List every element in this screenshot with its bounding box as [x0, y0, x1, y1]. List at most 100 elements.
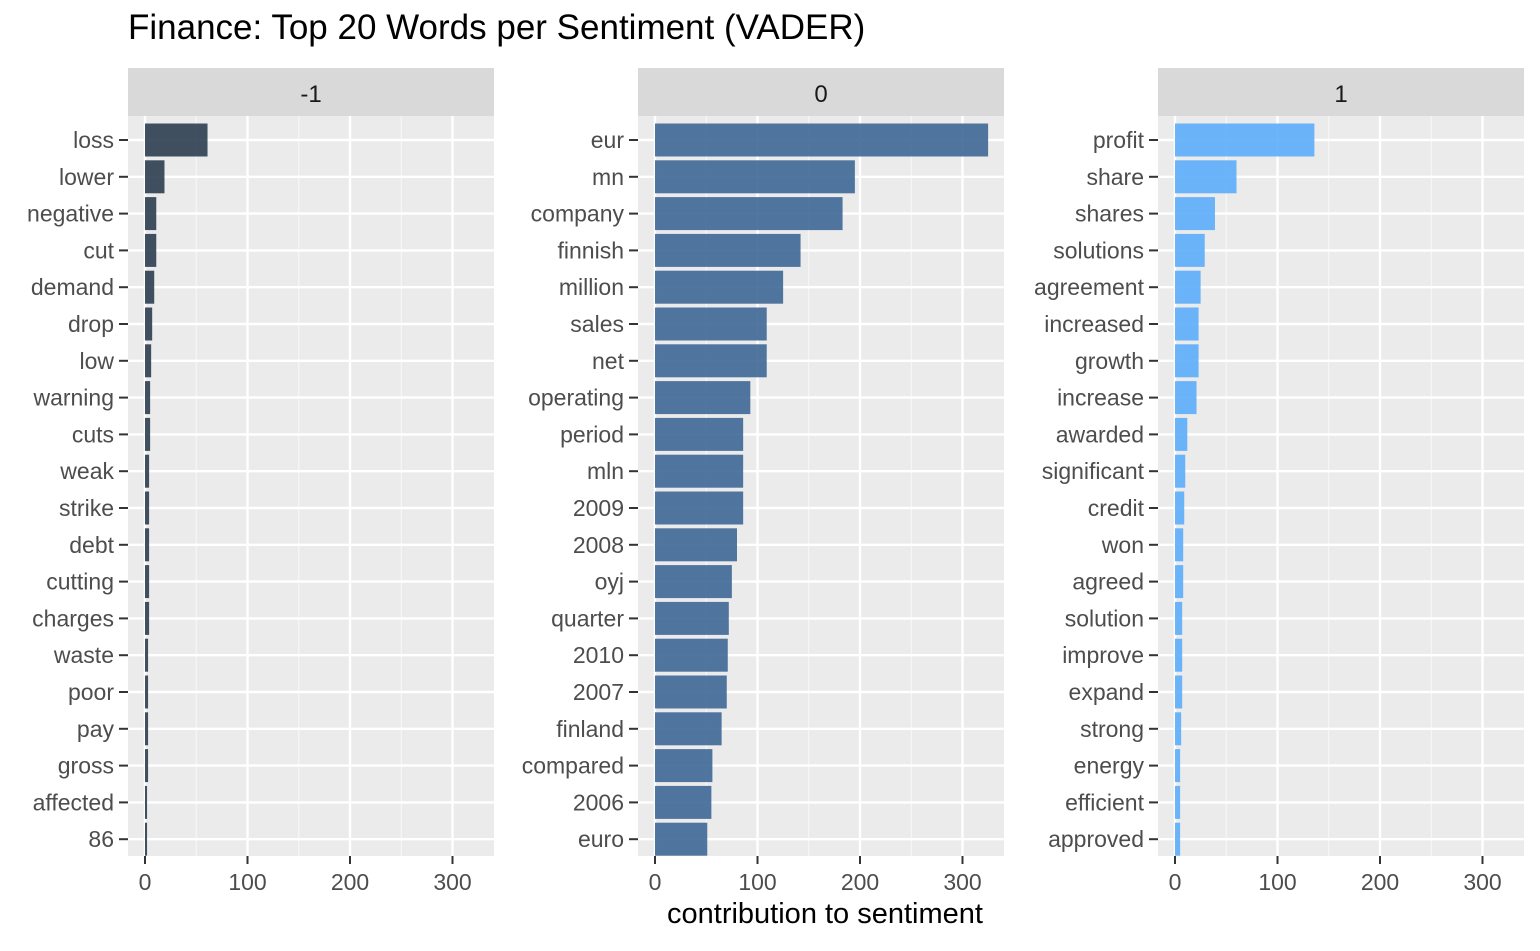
x-tick-label: 100 — [738, 869, 776, 895]
category-label: agreement — [1034, 274, 1145, 300]
category-label: share — [1086, 164, 1144, 190]
bar — [655, 675, 727, 709]
bar — [1175, 454, 1186, 488]
bar — [1175, 491, 1185, 525]
x-tick-label: 200 — [1361, 869, 1399, 895]
bar — [1175, 822, 1181, 856]
bar — [1175, 749, 1181, 783]
bar — [655, 491, 744, 525]
bar — [1175, 528, 1184, 562]
bar — [1175, 381, 1197, 415]
category-label: 2008 — [573, 532, 624, 558]
x-tick-label: 0 — [649, 869, 662, 895]
category-label: lower — [59, 164, 114, 190]
category-label: energy — [1074, 753, 1145, 779]
bar — [145, 160, 165, 194]
category-label: pay — [77, 716, 115, 742]
category-label: solution — [1065, 605, 1144, 631]
category-label: poor — [68, 679, 114, 705]
bar — [655, 528, 737, 562]
category-label: solutions — [1053, 237, 1144, 263]
category-label: improve — [1062, 642, 1144, 668]
bar — [655, 197, 843, 231]
bar — [145, 417, 151, 451]
bar — [655, 160, 855, 194]
category-label: affected — [33, 789, 114, 815]
bar — [145, 381, 151, 415]
category-label: increase — [1057, 385, 1144, 411]
category-label: profit — [1093, 127, 1145, 153]
category-label: mln — [587, 458, 624, 484]
category-label: sales — [570, 311, 624, 337]
panel-background — [128, 116, 494, 856]
bar — [145, 528, 150, 562]
bar — [1175, 712, 1182, 746]
bar — [145, 638, 149, 672]
category-label: expand — [1069, 679, 1144, 705]
x-tick-label: 200 — [841, 869, 879, 895]
category-label: quarter — [551, 605, 624, 631]
category-label: won — [1101, 532, 1144, 558]
category-label: shares — [1075, 201, 1144, 227]
bar — [655, 749, 713, 783]
category-label: 2006 — [573, 789, 624, 815]
bar — [1175, 197, 1215, 231]
bar — [655, 565, 732, 599]
category-label: approved — [1048, 826, 1144, 852]
category-label: increased — [1044, 311, 1144, 337]
x-tick-label: 300 — [1463, 869, 1501, 895]
bar — [145, 197, 157, 231]
bar — [1175, 417, 1188, 451]
bar — [145, 601, 150, 635]
category-label: 2010 — [573, 642, 624, 668]
facet-strip — [128, 68, 494, 116]
bar — [1175, 307, 1199, 341]
bar — [145, 233, 157, 267]
x-tick-label: 300 — [433, 869, 471, 895]
category-label: cutting — [46, 569, 114, 595]
category-label: period — [560, 421, 624, 447]
category-label: debt — [69, 532, 114, 558]
bar — [1175, 344, 1199, 378]
category-label: cut — [83, 237, 114, 263]
bar — [655, 344, 767, 378]
facet-strip — [1158, 68, 1524, 116]
bar — [1175, 270, 1201, 304]
x-axis-label: contribution to sentiment — [667, 898, 983, 930]
category-label: negative — [27, 201, 114, 227]
category-label: charges — [32, 605, 114, 631]
bar — [1175, 601, 1183, 635]
bar — [1175, 638, 1183, 672]
category-label: warning — [32, 385, 114, 411]
category-label: growth — [1075, 348, 1144, 374]
bar — [145, 785, 148, 819]
category-label: gross — [58, 753, 114, 779]
x-tick-label: 300 — [943, 869, 981, 895]
category-label: demand — [31, 274, 114, 300]
bar — [145, 749, 149, 783]
category-label: eur — [591, 127, 625, 153]
bar — [655, 712, 722, 746]
x-tick-label: 100 — [228, 869, 266, 895]
category-label: agreed — [1072, 569, 1144, 595]
category-label: operating — [528, 385, 624, 411]
category-label: weak — [59, 458, 114, 484]
bar — [1175, 565, 1184, 599]
bar — [655, 638, 728, 672]
category-label: awarded — [1056, 421, 1144, 447]
category-label: efficient — [1065, 789, 1144, 815]
category-label: 86 — [88, 826, 114, 852]
facet-label: 1 — [1334, 81, 1347, 108]
category-label: significant — [1042, 458, 1145, 484]
x-tick-label: 0 — [1169, 869, 1182, 895]
category-label: compared — [522, 753, 624, 779]
bar — [1175, 160, 1237, 194]
bar — [655, 454, 744, 488]
facet-label: -1 — [300, 81, 321, 108]
bar — [145, 565, 150, 599]
bar — [655, 123, 989, 157]
chart-title: Finance: Top 20 Words per Sentiment (VAD… — [128, 8, 866, 47]
facet-label: 0 — [814, 81, 827, 108]
bar — [655, 417, 744, 451]
